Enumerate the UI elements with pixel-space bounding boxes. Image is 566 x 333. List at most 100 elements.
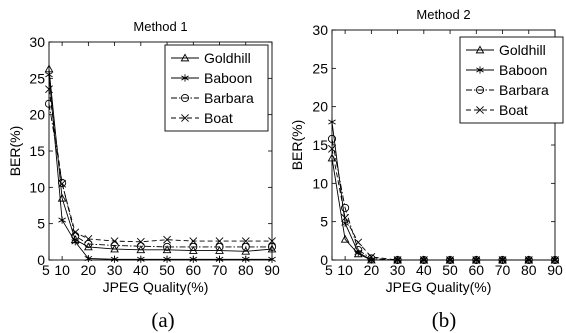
legend-marker-baboon <box>476 66 484 74</box>
data-point-boat <box>341 213 350 222</box>
legend-marker-goldhill <box>180 53 190 62</box>
legend-label: Baboon <box>499 62 547 78</box>
data-point-baboon <box>241 255 250 263</box>
data-point-boat <box>136 237 145 246</box>
data-point-barbara <box>84 239 93 249</box>
y-tick-label: 5 <box>320 214 328 230</box>
data-point-baboon <box>189 255 198 263</box>
y-tick-label: 30 <box>312 22 328 38</box>
y-tick-label: 0 <box>320 252 328 268</box>
data-point-boat <box>419 256 428 264</box>
data-point-barbara <box>327 134 337 143</box>
x-tick-label: 20 <box>81 262 97 278</box>
legend-marker-barbara <box>180 93 190 103</box>
data-point-baboon <box>136 255 145 263</box>
data-point-boat <box>472 256 481 264</box>
y-axis-label: BER(%) <box>289 120 305 171</box>
data-point-barbara <box>267 242 277 251</box>
data-point-baboon <box>163 255 171 263</box>
subfigure-caption: (b) <box>432 308 457 332</box>
x-tick-label: 90 <box>547 262 563 278</box>
x-tick-label: 30 <box>107 262 123 278</box>
series-baboon <box>45 71 276 263</box>
data-point-baboon <box>354 248 363 256</box>
x-tick-label: 40 <box>133 262 149 278</box>
legend: Goldhill Baboon Barbara Boat <box>164 44 269 132</box>
data-point-boat <box>354 238 363 247</box>
y-tick-label: 30 <box>29 34 45 50</box>
y-tick-label: 15 <box>312 137 328 153</box>
legend-label: Barbara <box>499 82 549 98</box>
y-tick-label: 25 <box>312 60 328 76</box>
y-tick-label: 10 <box>312 175 328 191</box>
data-point-barbara <box>58 178 67 188</box>
data-point-boat <box>163 235 171 244</box>
data-point-boat <box>551 256 559 264</box>
x-tick-label: 5 <box>42 262 50 278</box>
data-point-boat <box>393 256 402 264</box>
x-tick-label: 50 <box>442 262 458 278</box>
data-point-boat <box>71 228 80 237</box>
data-point-boat <box>524 256 533 264</box>
data-point-boat <box>367 253 376 261</box>
x-tick-label: 80 <box>238 262 254 278</box>
x-axis-label: JPEG Quality(%) <box>386 279 492 295</box>
x-tick-label: 70 <box>495 262 511 278</box>
x-tick-label: 90 <box>264 262 280 278</box>
y-tick-label: 10 <box>29 179 45 195</box>
data-point-boat <box>241 237 250 246</box>
legend-label: Baboon <box>204 70 252 86</box>
legend-marker-baboon <box>181 74 189 82</box>
data-point-goldhill <box>162 245 172 254</box>
data-point-boat <box>215 237 224 246</box>
data-point-goldhill <box>241 246 251 255</box>
legend-marker-boat <box>476 106 484 114</box>
chart-title: Method 2 <box>416 7 470 22</box>
data-point-barbara <box>241 242 250 251</box>
data-point-boat <box>189 237 198 246</box>
legend-marker-goldhill <box>475 45 485 54</box>
data-point-baboon <box>328 118 336 126</box>
data-point-goldhill <box>83 242 93 251</box>
y-tick-label: 15 <box>29 143 45 159</box>
legend-label: Goldhill <box>499 42 546 58</box>
data-point-barbara <box>354 245 363 255</box>
y-tick-label: 20 <box>29 107 45 123</box>
x-tick-label: 20 <box>364 262 380 278</box>
data-point-baboon <box>84 254 93 263</box>
legend-label: Barbara <box>204 90 254 106</box>
legend-label: Boat <box>204 110 233 126</box>
data-point-goldhill <box>340 234 350 243</box>
data-point-baboon <box>45 71 53 79</box>
data-point-barbara <box>341 203 350 212</box>
legend-marker-barbara <box>475 85 485 95</box>
legend-label: Goldhill <box>204 50 251 66</box>
x-tick-label: 60 <box>469 262 485 278</box>
data-point-boat <box>268 237 276 246</box>
data-point-boat <box>328 144 336 153</box>
data-point-baboon <box>110 255 119 263</box>
data-point-boat <box>84 235 93 243</box>
x-axis-label: JPEG Quality(%) <box>103 279 209 295</box>
y-tick-label: 20 <box>312 99 328 115</box>
data-point-baboon <box>268 255 276 263</box>
x-tick-label: 10 <box>54 262 70 278</box>
legend: Goldhill Baboon Barbara Boat <box>459 36 564 124</box>
x-tick-label: 10 <box>337 262 353 278</box>
data-point-barbara <box>419 255 428 265</box>
data-point-barbara <box>136 242 145 251</box>
subfigure-caption: (a) <box>151 308 174 332</box>
series-boat <box>328 144 559 264</box>
data-point-boat <box>58 179 67 188</box>
x-tick-label: 80 <box>521 262 537 278</box>
data-point-barbara <box>110 241 119 250</box>
data-point-barbara <box>163 242 172 251</box>
data-point-barbara <box>215 242 224 251</box>
data-point-boat <box>498 256 507 264</box>
data-point-baboon <box>215 255 224 263</box>
data-point-boat <box>45 85 53 94</box>
y-axis-label: BER(%) <box>7 126 23 177</box>
